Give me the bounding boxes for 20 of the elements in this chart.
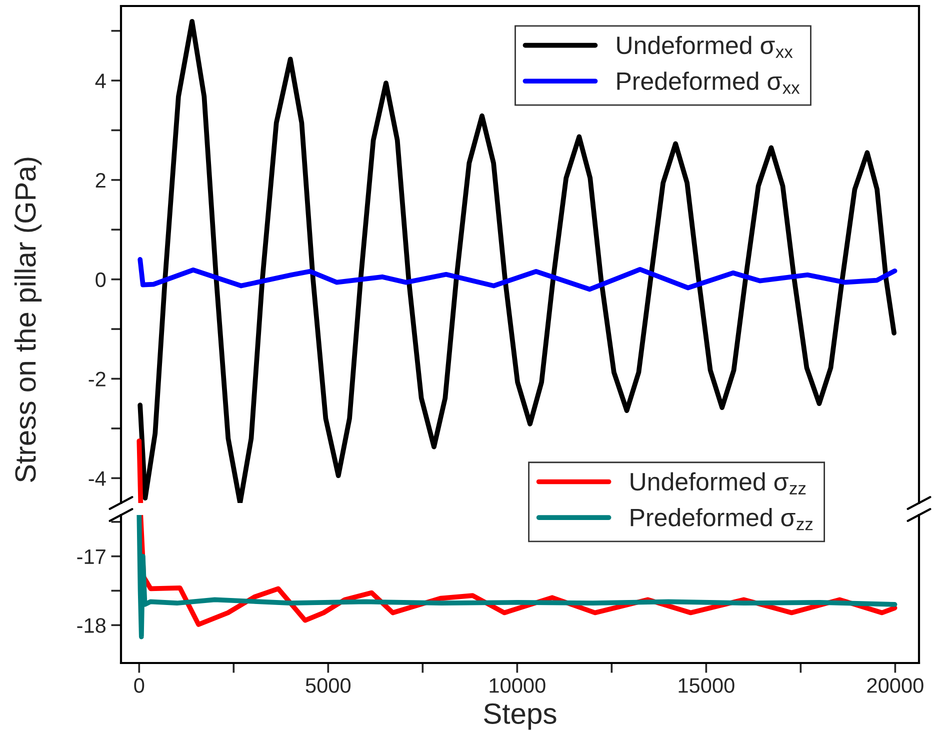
- x-tick-label: 15000: [678, 678, 734, 693]
- y-tick-label: -2: [88, 372, 106, 386]
- legend-label: Undeformed σ$_{xx}$: [617, 36, 793, 58]
- line-series: [138, 257, 898, 292]
- line-series: [138, 18, 896, 503]
- legend-label: Predeformed σ$_{zz}$: [630, 508, 813, 530]
- legend-label: Predeformed σ$_{xx}$: [617, 72, 800, 94]
- y-tick-label: 4: [95, 74, 106, 88]
- y-tick-label: 0: [96, 272, 106, 288]
- y-tick-label: -4: [88, 471, 106, 486]
- x-tick-label: 5000: [306, 678, 351, 693]
- legend-label: Undeformed σ$_{zz}$: [630, 472, 806, 494]
- x-tick-label: 10000: [490, 678, 546, 693]
- y-tick-label: -18: [77, 618, 106, 633]
- y-axis-title: Stress on the pillar (GPa): [14, 158, 42, 482]
- x-tick-label: 20000: [867, 678, 924, 693]
- x-axis-title: Steps: [484, 703, 556, 730]
- y-tick-label: -17: [77, 550, 106, 564]
- x-tick-label: 0: [134, 678, 144, 693]
- y-tick-label: 2: [96, 172, 106, 188]
